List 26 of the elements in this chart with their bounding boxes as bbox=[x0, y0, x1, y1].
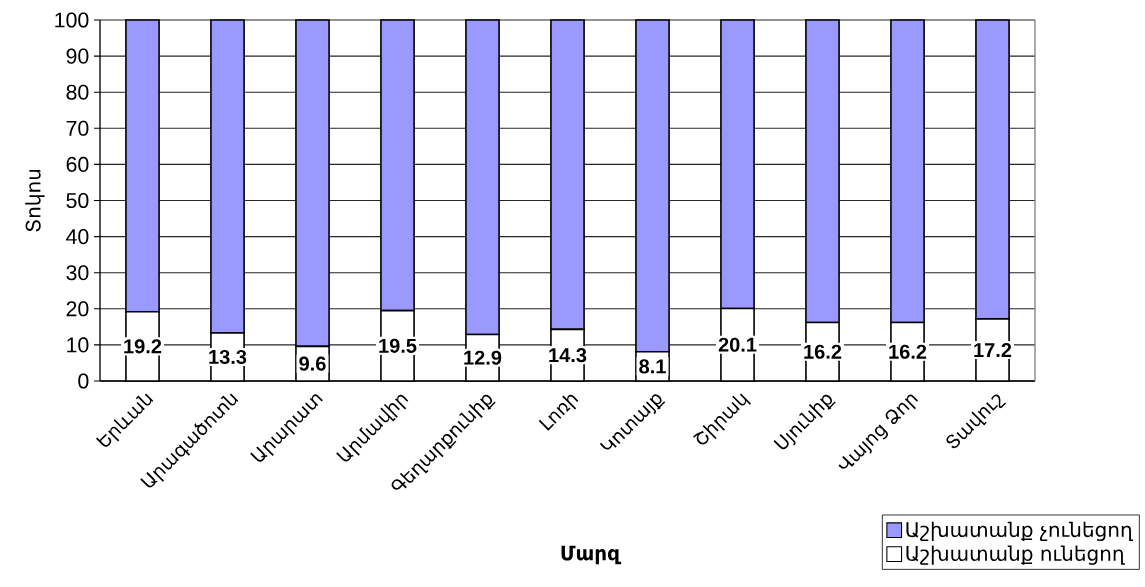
y-tick-label: 100 bbox=[55, 12, 89, 28]
data-label: 20.1 bbox=[718, 337, 757, 352]
y-tick-label: 0 bbox=[78, 373, 89, 389]
y-axis-title: Տոկոս bbox=[25, 169, 45, 232]
y-tick-label: 80 bbox=[66, 84, 89, 100]
data-label: 14.3 bbox=[549, 348, 587, 363]
data-label: 19.2 bbox=[124, 339, 162, 354]
data-label: 8.1 bbox=[639, 359, 666, 374]
y-tick-label: 20 bbox=[66, 301, 89, 317]
legend-label: Աշխատանք չունեցող bbox=[906, 521, 1134, 541]
x-axis-title: Մարզ bbox=[561, 545, 622, 565]
y-tick-label: 10 bbox=[67, 337, 89, 353]
y-tick-label: 40 bbox=[66, 229, 89, 245]
data-label: 16.2 bbox=[804, 344, 842, 359]
legend-label: Աշխատանք ունեցող bbox=[906, 545, 1125, 565]
y-tick-label: 90 bbox=[66, 48, 89, 64]
data-label: 12.9 bbox=[464, 350, 502, 365]
data-label: 9.6 bbox=[299, 356, 326, 371]
y-tick-label: 60 bbox=[66, 156, 89, 172]
y-tick-label: 70 bbox=[66, 120, 89, 136]
data-label: 16.2 bbox=[889, 344, 927, 359]
y-tick-label: 30 bbox=[66, 265, 89, 281]
data-label: 19.5 bbox=[379, 338, 417, 353]
data-label: 17.2 bbox=[974, 342, 1012, 357]
data-label: 13.3 bbox=[209, 349, 247, 365]
y-tick-label: 50 bbox=[66, 192, 89, 209]
